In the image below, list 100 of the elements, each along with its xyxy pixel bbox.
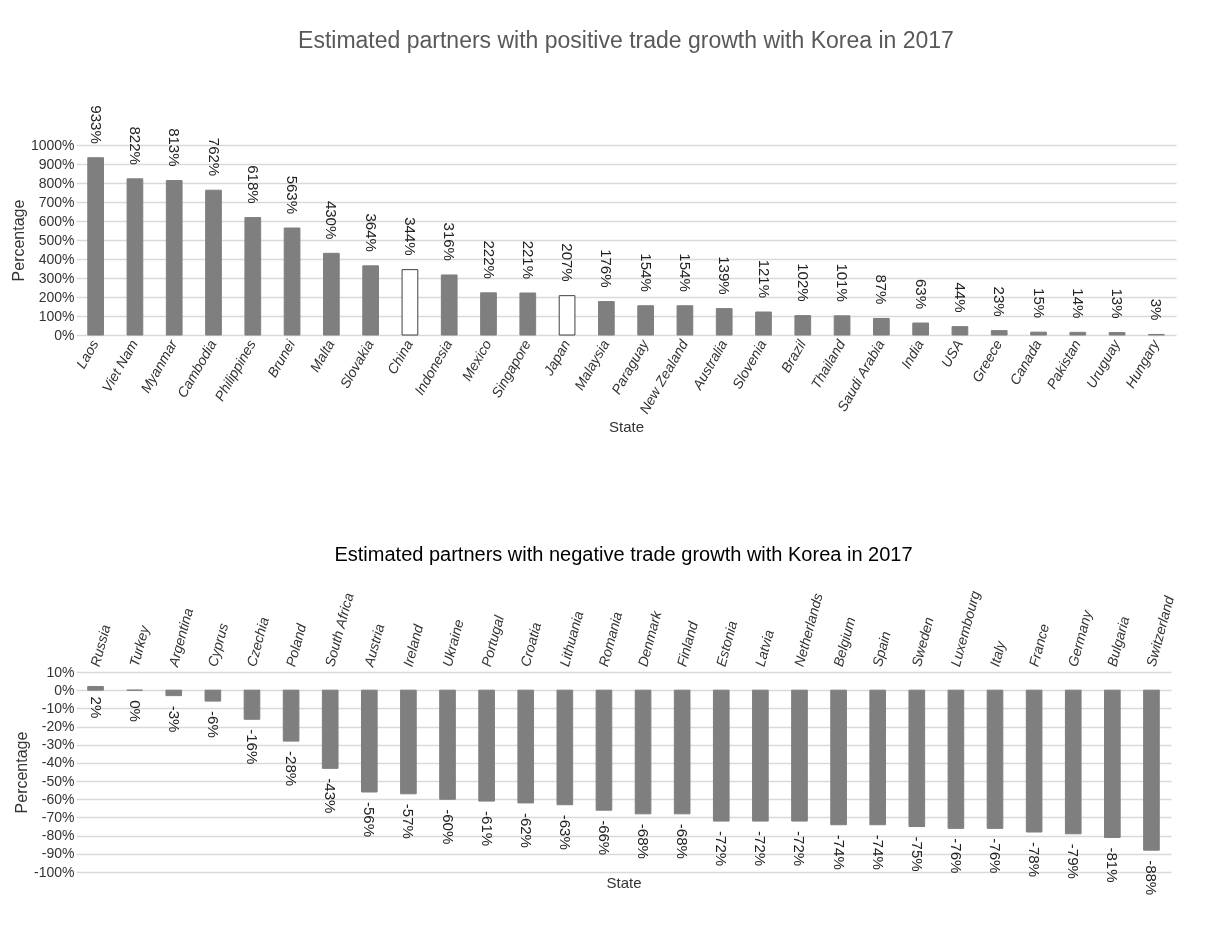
bar xyxy=(676,305,694,336)
x-tick-label: Ukraine xyxy=(438,617,467,669)
data-label: 87% xyxy=(873,274,891,305)
x-tick-label: Croatia xyxy=(517,620,545,669)
bar xyxy=(1108,332,1126,336)
data-label: 762% xyxy=(205,137,223,177)
x-tick-label: Argentina xyxy=(164,606,197,670)
bar xyxy=(362,265,379,336)
data-label: -72% xyxy=(713,831,731,867)
y-tick-label: 1000% xyxy=(30,136,75,153)
bar xyxy=(480,292,497,336)
data-label: -28% xyxy=(283,751,301,787)
x-tick-label: Romania xyxy=(595,609,626,669)
bar xyxy=(873,317,890,336)
data-label: 23% xyxy=(991,286,1009,317)
data-label: -66% xyxy=(595,820,613,856)
bar xyxy=(912,322,929,336)
y-axis-title: Percentage xyxy=(9,199,27,282)
bar xyxy=(165,180,183,336)
x-tick-label: Ireland xyxy=(399,621,427,669)
data-label: 207% xyxy=(559,243,577,282)
data-label: 316% xyxy=(441,222,459,261)
x-axis-title: State xyxy=(606,873,642,891)
data-label: -61% xyxy=(478,811,496,847)
y-tick-label: 300% xyxy=(38,269,75,286)
x-tick-label: Poland xyxy=(282,620,310,669)
x-tick-label: France xyxy=(1025,621,1053,669)
y-tick-label: -100% xyxy=(34,863,75,880)
bar xyxy=(755,311,772,336)
y-tick-label: 400% xyxy=(38,250,75,267)
x-tick-label: Russia xyxy=(86,622,114,669)
data-label: 102% xyxy=(794,263,812,302)
bar xyxy=(205,189,222,336)
data-label: -75% xyxy=(908,836,926,872)
y-tick-label: 200% xyxy=(38,288,75,305)
data-label: 563% xyxy=(284,175,302,215)
bar xyxy=(1030,331,1047,336)
data-label: 813% xyxy=(166,128,184,167)
y-tick-label: -10% xyxy=(41,699,75,716)
bar xyxy=(598,301,615,336)
bar xyxy=(637,305,654,336)
x-tick-label: Austria xyxy=(360,621,388,670)
x-tick-label: Estonia xyxy=(712,618,741,669)
bar xyxy=(519,292,537,336)
y-tick-label: 600% xyxy=(38,212,75,229)
bar xyxy=(715,308,733,336)
y-tick-label: 900% xyxy=(38,155,75,172)
data-label: -68% xyxy=(635,823,653,859)
bar xyxy=(87,157,104,336)
y-tick-label: 700% xyxy=(38,193,75,210)
bar xyxy=(990,330,1008,336)
y-tick-label: -20% xyxy=(41,718,75,735)
bar xyxy=(323,252,340,336)
data-label: 3% xyxy=(1148,298,1166,321)
y-tick-label: 500% xyxy=(38,231,75,248)
x-tick-label: Spain xyxy=(869,629,894,669)
data-label: 430% xyxy=(323,200,341,240)
data-label: -81% xyxy=(1104,847,1122,883)
data-label: 121% xyxy=(755,259,773,299)
bar xyxy=(951,326,969,336)
data-label: -16% xyxy=(243,729,261,765)
data-label: -57% xyxy=(400,803,418,839)
data-label: 176% xyxy=(598,249,616,288)
x-tick-label: Denmark xyxy=(634,608,665,669)
x-tick-label: Turkey xyxy=(125,622,153,669)
bar xyxy=(1069,331,1087,336)
data-label: -56% xyxy=(361,802,379,838)
data-label: -76% xyxy=(987,838,1005,874)
y-tick-label: 0% xyxy=(54,681,75,698)
bar xyxy=(833,315,851,336)
bar xyxy=(126,178,144,336)
data-label: 222% xyxy=(480,240,498,279)
bar xyxy=(283,227,301,336)
x-tick-label: Belgium xyxy=(829,614,859,669)
data-label: 933% xyxy=(87,105,105,144)
data-label: 822% xyxy=(126,126,144,165)
bar xyxy=(558,295,576,336)
x-tick-label: South Africa xyxy=(321,590,357,669)
x-tick-label: Finland xyxy=(673,618,702,669)
data-label: -72% xyxy=(752,831,770,867)
data-label: -60% xyxy=(439,809,457,845)
bar xyxy=(794,315,812,336)
data-label: -74% xyxy=(830,834,848,870)
bar xyxy=(440,274,458,336)
data-label: -72% xyxy=(791,831,809,867)
y-tick-label: 10% xyxy=(46,663,75,680)
chart-title: Estimated partners with positive trade growth with Korea in 2017 xyxy=(298,27,954,54)
x-tick-label: Sweden xyxy=(908,615,937,669)
data-label: -63% xyxy=(556,814,574,850)
x-tick-label: Portugal xyxy=(477,612,508,669)
x-tick-label: Cyprus xyxy=(204,621,232,669)
data-label: -76% xyxy=(947,838,965,874)
data-label: -68% xyxy=(674,823,692,859)
data-label: 15% xyxy=(1030,288,1048,319)
y-tick-label: -40% xyxy=(41,754,75,771)
y-tick-label: -60% xyxy=(41,790,75,807)
y-tick-label: -80% xyxy=(41,827,75,844)
x-tick-label: Italy xyxy=(986,638,1009,669)
data-label: 101% xyxy=(834,263,852,302)
data-label: 154% xyxy=(637,253,655,292)
